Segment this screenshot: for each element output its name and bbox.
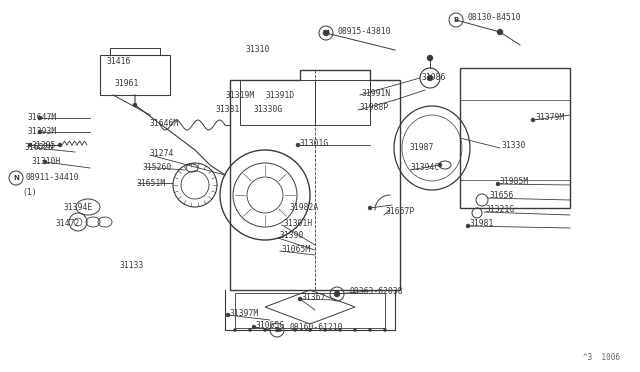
Text: ^3  1006: ^3 1006: [583, 353, 620, 362]
Text: 08130-84510: 08130-84510: [467, 13, 520, 22]
Text: 31310H: 31310H: [32, 157, 61, 167]
Circle shape: [323, 328, 326, 331]
Text: 31393M: 31393M: [28, 128, 57, 137]
Text: 31652N: 31652N: [25, 144, 54, 153]
Circle shape: [323, 30, 329, 36]
Text: 31310: 31310: [246, 45, 270, 55]
Text: 31394E: 31394E: [64, 202, 93, 212]
Circle shape: [264, 328, 266, 331]
Text: 31397M: 31397M: [230, 308, 259, 317]
Text: 31961: 31961: [115, 80, 140, 89]
Circle shape: [466, 224, 470, 228]
Text: 31472: 31472: [56, 219, 81, 228]
Text: 31379M: 31379M: [536, 113, 565, 122]
Bar: [100, 55, 170, 95]
Text: 31330: 31330: [502, 141, 526, 151]
Text: 31667P: 31667P: [386, 206, 415, 215]
Circle shape: [226, 313, 230, 317]
Text: 31301G: 31301G: [300, 138, 329, 148]
Text: 31416: 31416: [107, 58, 131, 67]
Bar: [460, 68, 570, 208]
Text: 31647M: 31647M: [28, 113, 57, 122]
Text: 31065G: 31065G: [256, 321, 285, 330]
Circle shape: [334, 291, 340, 297]
Circle shape: [438, 163, 442, 167]
Text: 315260: 315260: [143, 163, 172, 171]
Text: 31656: 31656: [490, 192, 515, 201]
Text: 31133: 31133: [120, 260, 145, 269]
Text: N: N: [13, 175, 19, 181]
Text: B: B: [275, 327, 280, 333]
Circle shape: [58, 143, 62, 147]
Text: 31982A: 31982A: [290, 203, 319, 212]
Text: B: B: [453, 17, 459, 23]
Circle shape: [278, 328, 282, 331]
Text: 31394C: 31394C: [411, 164, 440, 173]
Circle shape: [133, 103, 137, 107]
Bar: [235, 293, 385, 328]
Circle shape: [497, 29, 503, 35]
Circle shape: [296, 143, 300, 147]
Circle shape: [427, 75, 433, 81]
Text: 31988P: 31988P: [360, 103, 389, 112]
Text: 31986: 31986: [422, 74, 446, 83]
Circle shape: [353, 328, 356, 331]
Text: 31987: 31987: [410, 144, 435, 153]
Text: 31319M: 31319M: [226, 92, 255, 100]
Text: 31985M: 31985M: [500, 177, 529, 186]
Text: 31301H: 31301H: [284, 218, 313, 228]
Text: 31991N: 31991N: [362, 89, 391, 97]
Circle shape: [43, 160, 47, 164]
Text: 31321G: 31321G: [486, 205, 515, 215]
Circle shape: [496, 182, 500, 186]
Text: (1): (1): [22, 189, 36, 198]
Text: 31367: 31367: [302, 292, 326, 301]
Text: 08911-34410: 08911-34410: [26, 173, 79, 183]
Text: 31390: 31390: [280, 231, 305, 241]
Text: 08160-61210: 08160-61210: [289, 324, 342, 333]
Text: S: S: [335, 291, 339, 297]
Circle shape: [368, 206, 372, 210]
Circle shape: [531, 118, 535, 122]
Text: 31391D: 31391D: [266, 92, 295, 100]
Text: 31381: 31381: [216, 105, 241, 113]
Circle shape: [427, 55, 433, 61]
Circle shape: [298, 297, 302, 301]
Circle shape: [339, 328, 342, 331]
Circle shape: [252, 325, 256, 329]
Text: 08915-43810: 08915-43810: [338, 26, 392, 35]
Text: 08363-62038: 08363-62038: [349, 288, 403, 296]
Text: 31981: 31981: [470, 219, 494, 228]
Text: 31305: 31305: [32, 141, 56, 150]
Circle shape: [28, 143, 32, 147]
Text: M: M: [323, 30, 330, 36]
Circle shape: [38, 130, 42, 134]
Circle shape: [234, 328, 237, 331]
Text: 31274: 31274: [150, 150, 174, 158]
Text: 31646M: 31646M: [150, 119, 179, 128]
Text: 31065M: 31065M: [282, 244, 311, 253]
Circle shape: [308, 328, 312, 331]
Circle shape: [38, 116, 42, 120]
Text: 31651M: 31651M: [137, 179, 166, 187]
Bar: [240, 80, 370, 125]
Circle shape: [248, 328, 252, 331]
Circle shape: [383, 328, 387, 331]
Circle shape: [294, 328, 296, 331]
Text: 31330G: 31330G: [254, 105, 284, 113]
Circle shape: [369, 328, 371, 331]
